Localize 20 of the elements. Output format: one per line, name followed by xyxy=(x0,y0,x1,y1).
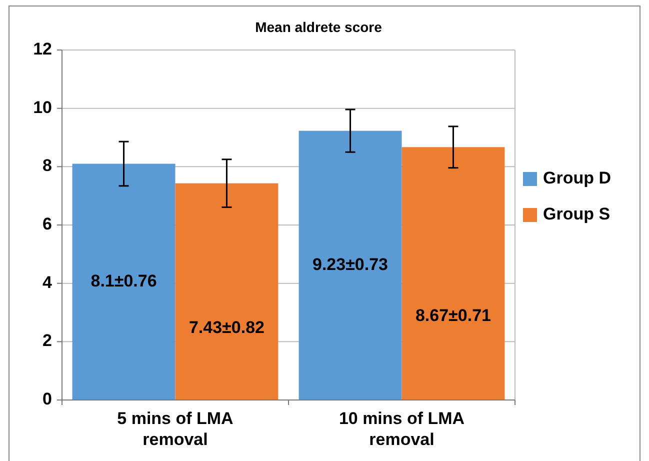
y-tick-label: 0 xyxy=(42,389,52,408)
y-tick-label: 6 xyxy=(42,214,52,234)
y-tick-label: 2 xyxy=(42,331,52,350)
bar xyxy=(72,164,176,400)
y-tick-label: 8 xyxy=(42,156,52,176)
y-tick-label: 4 xyxy=(42,272,53,292)
x-tick-label: 5 mins of LMA removal xyxy=(117,409,234,449)
x-tick-label: 10 mins of LMA removal xyxy=(338,409,465,449)
legend-label: Group S xyxy=(543,204,610,224)
data-label: 8.1±0.76 xyxy=(90,271,157,290)
data-label: 7.43±0.82 xyxy=(188,318,264,337)
bar xyxy=(402,147,505,400)
data-label: 9.23±0.73 xyxy=(312,254,388,274)
y-tick-label: 12 xyxy=(33,39,52,58)
bar xyxy=(175,183,278,400)
chart-title: Mean aldrete score xyxy=(255,19,382,35)
y-tick-label: 10 xyxy=(33,98,52,117)
data-label: 8.67±0.71 xyxy=(415,306,491,326)
legend-label: Group D xyxy=(543,168,611,188)
bar xyxy=(298,130,402,400)
